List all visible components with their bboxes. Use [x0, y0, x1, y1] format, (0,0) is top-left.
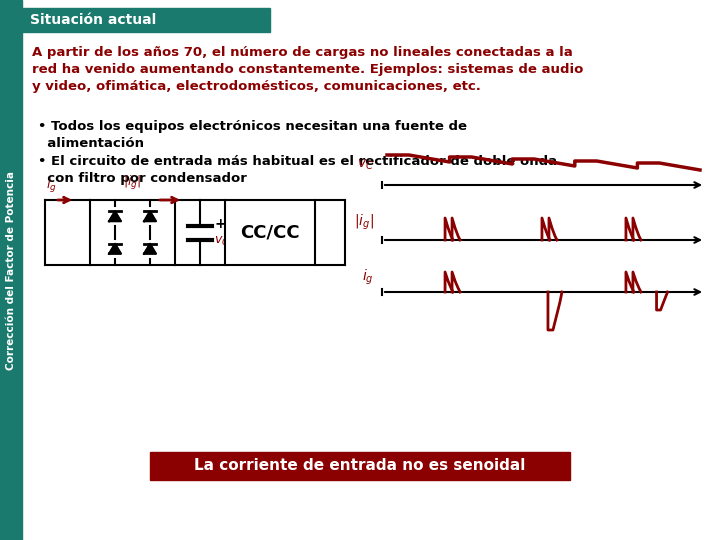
Text: $v_C$: $v_C$	[357, 158, 374, 172]
Text: +: +	[214, 217, 225, 231]
Text: • Todos los equipos electrónicos necesitan una fuente de
  alimentación: • Todos los equipos electrónicos necesit…	[38, 120, 467, 150]
Text: $|i_g|$: $|i_g|$	[123, 174, 141, 192]
Bar	[150, 452, 570, 480]
Polygon shape	[109, 244, 121, 254]
Text: $i_g$: $i_g$	[46, 177, 57, 195]
Polygon shape	[109, 211, 121, 221]
Text: Situación actual: Situación actual	[30, 13, 156, 27]
Text: $i_g$: $i_g$	[362, 267, 374, 287]
Text: Corrección del Factor de Potencia: Corrección del Factor de Potencia	[6, 171, 16, 369]
Text: $v_C$: $v_C$	[214, 235, 230, 248]
Text: CC/CC: CC/CC	[240, 224, 300, 241]
Bar	[225, 200, 315, 265]
Bar	[0, 0, 22, 540]
Text: A partir de los años 70, el número de cargas no lineales conectadas a la
red ha : A partir de los años 70, el número de ca…	[32, 46, 583, 93]
Polygon shape	[144, 244, 156, 254]
Polygon shape	[144, 211, 156, 221]
Text: La corriente de entrada no es senoidal: La corriente de entrada no es senoidal	[194, 458, 526, 474]
Bar	[22, 8, 270, 32]
Text: • El circuito de entrada más habitual es el rectificador de doble onda
  con fil: • El circuito de entrada más habitual es…	[38, 155, 557, 185]
Text: $|i_g|$: $|i_g|$	[354, 212, 374, 232]
